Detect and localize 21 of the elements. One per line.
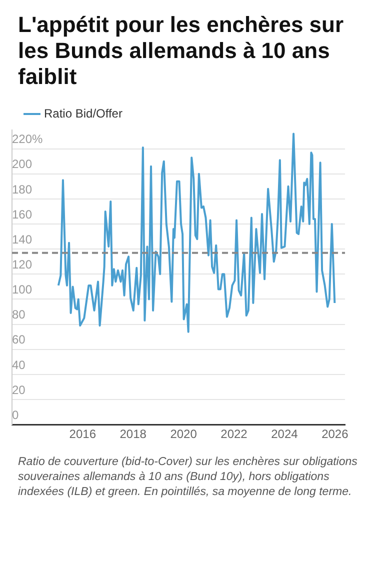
y-tick-label: 20 (12, 382, 26, 397)
y-tick-label: 200 (12, 157, 32, 172)
y-tick-label: 120 (12, 257, 32, 272)
y-tick-label: 220% (12, 132, 44, 146)
x-tick-label: 2018 (120, 427, 147, 442)
text: Ratio de couverture (bid-to-Cover) sur les enchères sur obligations souveraines allemands à 10 ans (Bund 10y), hors obligations indexées (ILB) et green. En pointillés, sa moyenne de long terme. (18, 455, 358, 500)
y-tick-label: 60 (12, 332, 26, 347)
y-tick-label: 80 (12, 308, 26, 322)
chart-title: L'appétit pour les enchères sur les Bunds allemands à 10 ans faiblit (18, 12, 345, 90)
y-tick-label: 180 (12, 182, 32, 196)
x-tick-label: 2020 (170, 427, 198, 442)
y-tick-label: 40 (12, 358, 26, 372)
y-tick-label: 160 (12, 207, 32, 222)
y-tick-label: 100 (12, 282, 32, 297)
legend-label: Ratio Bid/Offer (44, 106, 122, 120)
y-tick-label: 0 (12, 408, 19, 422)
x-tick-label: 2016 (69, 427, 96, 442)
x-tick-label: 2024 (271, 427, 298, 442)
x-tick-label: 2022 (220, 427, 248, 442)
y-tick-label: 140 (12, 232, 32, 246)
x-tick-label: 2026 (322, 427, 349, 442)
